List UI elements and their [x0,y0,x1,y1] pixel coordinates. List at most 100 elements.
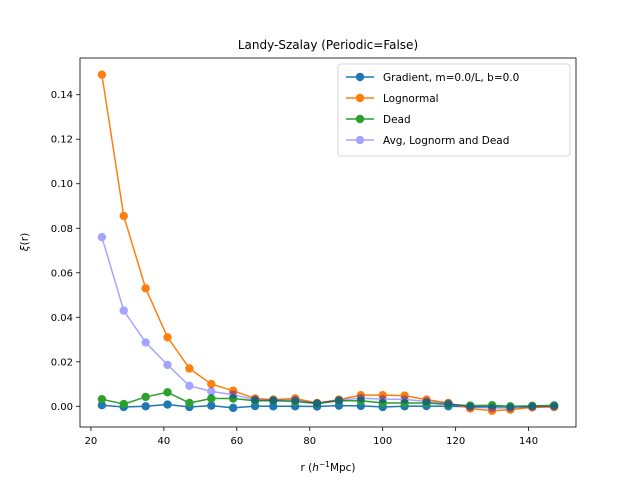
series-2 [97,388,559,411]
legend-box [337,63,571,157]
data-point [250,395,260,404]
data-point [207,387,216,396]
data-point [163,333,172,342]
x-axis-label-exponent: −1 [319,460,330,469]
data-point [312,399,322,408]
data-point [185,364,194,373]
data-point [400,395,409,404]
data-point [163,400,172,409]
x-tick-label: 60 [230,436,243,447]
legend-entry-label: Dead [383,114,411,126]
series-3 [97,232,559,413]
data-point [185,398,194,408]
data-point [528,402,537,411]
data-point [549,402,559,411]
y-tick-label: 0.00 [51,402,73,413]
series-line-3 [101,236,555,409]
data-point [228,386,238,395]
y-axis-label: ξ(r) [19,233,31,252]
data-point [444,400,453,409]
y-tick-label: 0.06 [51,268,73,279]
data-point [250,396,260,405]
data-point [228,390,238,399]
y-tick-label: 0.04 [51,313,73,324]
axes: 20 40 60 80 100 120 140 0.00 0.02 0.04 0.06 0.08 0.1… [51,90,538,447]
data-point [290,397,300,406]
data-point [97,400,107,410]
x-tick-label: 80 [303,436,316,447]
data-point [97,70,107,79]
x-axis-label-h: h [312,462,319,474]
legend-entry-label: Lognormal [383,93,439,105]
legend-entry-marker [346,135,374,145]
data-point [207,379,216,389]
x-tick-label: 20 [85,436,98,447]
y-tick-label: 0.08 [51,224,73,235]
y-tick-label: 0.10 [51,179,73,190]
data-point [334,396,344,405]
data-point [119,306,128,315]
x-tick-label: 120 [446,436,465,447]
series-line-1 [101,74,555,412]
x-axis-label-suffix: Mpc) [330,462,356,474]
data-point [228,403,238,413]
legend-entry-marker [346,93,374,103]
data-point [487,400,497,410]
y-axis-label-rest: (r) [19,233,31,246]
data-point [444,399,453,408]
x-tick-label: 100 [373,436,392,447]
data-point [549,401,559,410]
y-tick-label: 0.14 [51,90,73,101]
x-tick-label: 40 [158,436,171,447]
y-tick-label: 0.02 [51,357,73,368]
data-point [334,396,344,405]
data-point [97,394,107,404]
data-point [269,396,278,405]
data-point [378,394,387,404]
data-point [163,388,172,397]
data-point [506,403,515,413]
data-point [141,338,150,347]
legend-entry-label: Avg, Lognorm and Dead [383,135,509,147]
legend-entry-marker [346,114,374,124]
y-tick-label: 0.12 [51,135,73,146]
data-point [356,396,366,405]
series-line-2 [101,391,555,408]
axes-frame [79,57,577,428]
data-point [378,398,387,408]
data-point [356,393,366,403]
data-point [290,395,300,405]
data-point [141,284,150,293]
data-point [119,211,128,221]
data-point [141,402,150,411]
legend: Gradient, m=0.0/L, b=0.0 Lognormal Dead Avg… [337,63,571,157]
data-point [506,402,515,411]
y-axis-label-xi: ξ [19,245,31,252]
data-point [400,398,409,408]
data-point [466,402,475,412]
data-point [400,391,409,400]
x-axis-label-prefix: r ( [300,462,312,474]
data-point [312,399,322,408]
data-point [269,396,278,405]
data-point [185,381,194,391]
data-point [378,390,387,400]
data-point [141,392,150,402]
data-point [422,397,431,406]
data-point [207,401,216,410]
data-point [528,401,537,411]
x-axis-label: r (h−1Mpc) [300,460,355,474]
chart-title: Landy-Szalay (Periodic=False) [238,38,418,52]
series-line-0 [101,403,555,409]
x-tick-label: 140 [519,436,538,447]
plot-area [97,70,559,415]
legend-entry-marker [346,72,374,82]
data-point [163,360,172,370]
data-point [97,232,107,242]
data-point [466,401,475,410]
data-point [228,394,238,403]
data-point [119,399,128,409]
data-point [207,394,216,403]
data-point [487,403,497,413]
